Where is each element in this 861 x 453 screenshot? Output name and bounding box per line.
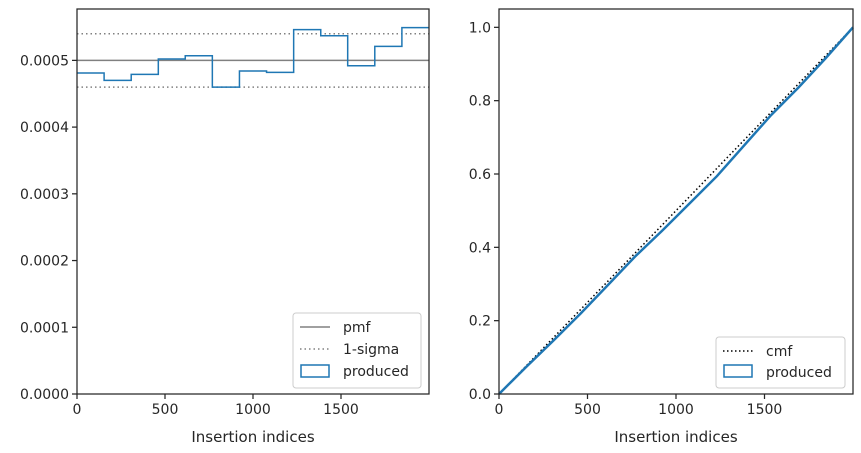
x-tick-label: 1000: [658, 402, 694, 418]
legend: pmf 1-sigma produced: [292, 312, 422, 389]
legend-sigma-label: 1-sigma: [343, 342, 399, 358]
y-tick-label: 0.0002: [20, 254, 69, 270]
x-tick-label: 0: [495, 402, 504, 418]
produced-cumulative-line: [498, 26, 854, 395]
y-tick-label: 1.0: [469, 20, 491, 36]
y-tick-label: 0.0004: [20, 120, 69, 136]
x-tick-label: 500: [574, 402, 601, 418]
y-tick-label: 0.0000: [20, 387, 69, 403]
x-tick-label: 0: [73, 402, 82, 418]
legend-box: [715, 336, 846, 389]
x-tick-label: 500: [152, 402, 179, 418]
legend-produced-swatch: [300, 364, 330, 378]
y-tick-label: 0.0: [469, 387, 491, 403]
x-axis-label: Insertion indices: [191, 428, 314, 446]
legend-produced-label: produced: [766, 365, 832, 381]
legend-box: [292, 312, 422, 389]
x-tick-label: 1500: [747, 402, 783, 418]
legend: cmf produced: [715, 336, 846, 389]
produced-histogram-step: [77, 26, 429, 88]
y-tick-label: 0.4: [469, 240, 491, 256]
pmf-reference-lines: [77, 32, 429, 88]
cmf-panel: 0 500 1000 1500 0.0 0.2 0.4 0.6 0.8 1.0 Insertio…: [469, 8, 854, 446]
x-tick-label: 1000: [235, 402, 271, 418]
x-axis-ticks: 0 500 1000 1500: [495, 394, 783, 418]
plot-frame: [498, 8, 854, 395]
x-tick-label: 1500: [323, 402, 359, 418]
legend-produced-label: produced: [343, 364, 409, 380]
pmf-panel: 0 500 1000 1500 0.00000.00010.00020.00030.0…: [20, 8, 430, 446]
x-axis-label: Insertion indices: [614, 428, 737, 446]
y-tick-label: 0.0001: [20, 320, 69, 336]
legend-cmf-label: cmf: [766, 344, 793, 360]
y-tick-label: 0.2: [469, 314, 491, 330]
cmf-line: [498, 26, 854, 395]
x-axis-ticks: 0 500 1000 1500: [73, 394, 359, 418]
y-tick-label: 0.6: [469, 167, 491, 183]
y-axis-ticks: 0.0 0.2 0.4 0.6 0.8 1.0: [469, 20, 499, 403]
plot-frame: [76, 8, 430, 395]
y-tick-label: 0.0005: [20, 53, 69, 69]
y-tick-label: 0.0003: [20, 187, 69, 203]
y-axis-ticks: 0.0000 0.0001 0.0002 0.0003 0.0004 0.0005: [20, 53, 77, 403]
legend-pmf-label: pmf: [343, 320, 372, 336]
legend-produced-swatch: [723, 364, 753, 378]
y-tick-label: 0.8: [469, 94, 491, 110]
